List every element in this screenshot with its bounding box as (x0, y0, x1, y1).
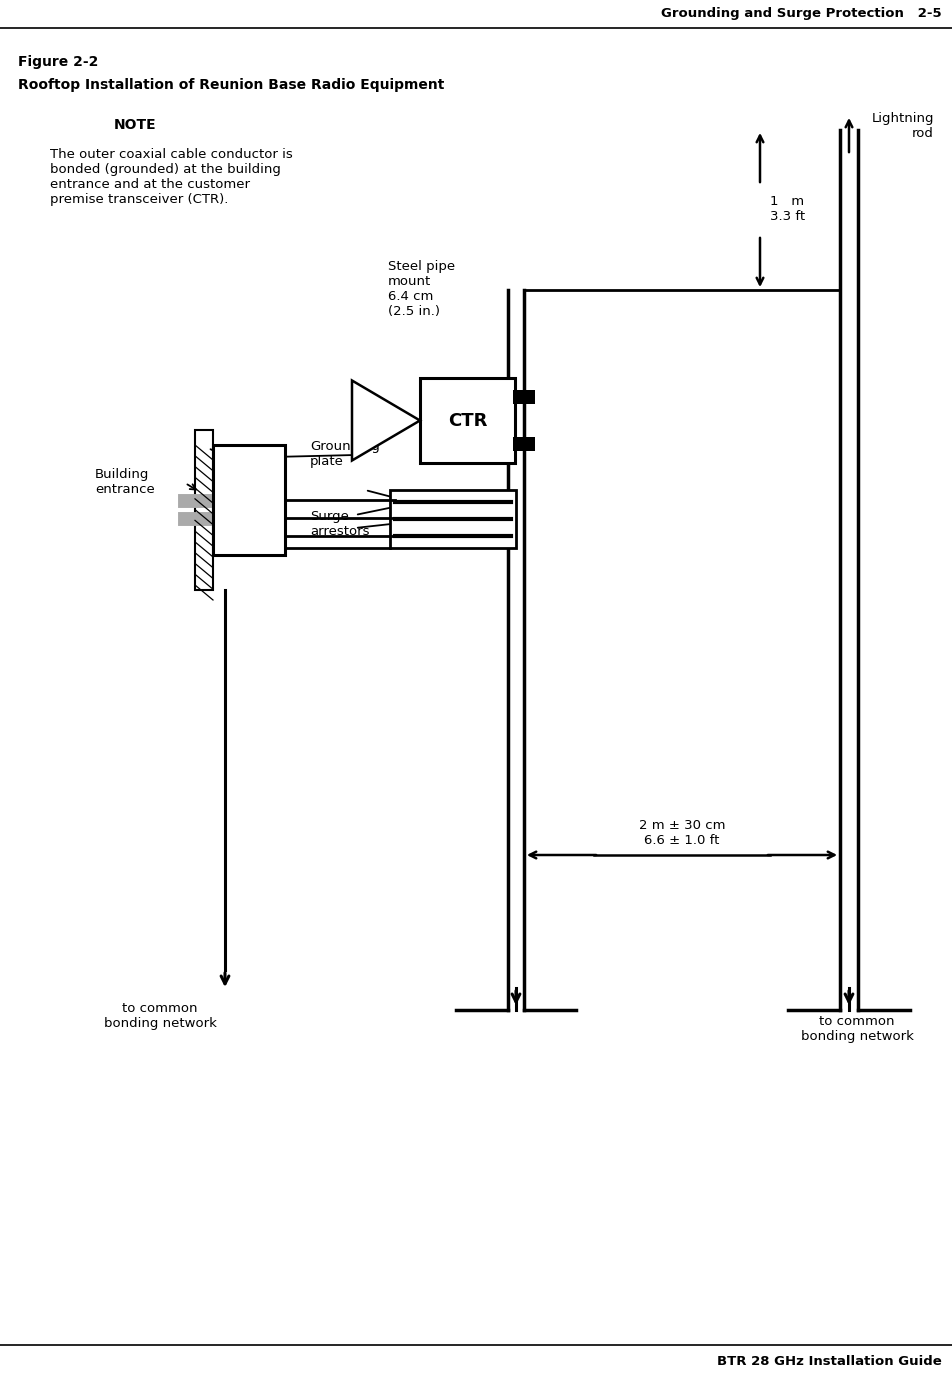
Bar (390, 490, 516, 547)
Text: Surge
arrestors: Surge arrestors (310, 510, 369, 538)
Text: CTR: CTR (447, 411, 487, 429)
Bar (213, 445, 285, 554)
Text: 1   m
3.3 ft: 1 m 3.3 ft (770, 194, 805, 223)
Text: Steel pipe
mount
6.4 cm
(2.5 in.): Steel pipe mount 6.4 cm (2.5 in.) (388, 261, 455, 319)
Bar (195, 430, 213, 590)
Text: Grounding and Surge Protection   2-5: Grounding and Surge Protection 2-5 (662, 7, 942, 21)
Bar (420, 378, 515, 463)
Text: NOTE: NOTE (113, 119, 156, 132)
Text: BTR 28 GHz Installation Guide: BTR 28 GHz Installation Guide (717, 1356, 942, 1368)
Bar (513, 437, 535, 451)
Text: The outer coaxial cable conductor is
bonded (grounded) at the building
entrance : The outer coaxial cable conductor is bon… (50, 148, 293, 205)
Text: Grounding
plate: Grounding plate (310, 440, 380, 467)
Text: 2 m ± 30 cm
6.6 ± 1.0 ft: 2 m ± 30 cm 6.6 ± 1.0 ft (639, 819, 725, 847)
Text: Rooftop Installation of Reunion Base Radio Equipment: Rooftop Installation of Reunion Base Rad… (18, 79, 445, 92)
Text: Building
entrance: Building entrance (95, 467, 155, 496)
Text: Figure 2-2: Figure 2-2 (18, 55, 98, 69)
Text: to common
bonding network: to common bonding network (801, 1015, 913, 1043)
Text: to common
bonding network: to common bonding network (104, 1003, 216, 1030)
Text: Lightning
rod: Lightning rod (871, 112, 934, 141)
Bar (513, 390, 535, 404)
Polygon shape (352, 381, 420, 461)
